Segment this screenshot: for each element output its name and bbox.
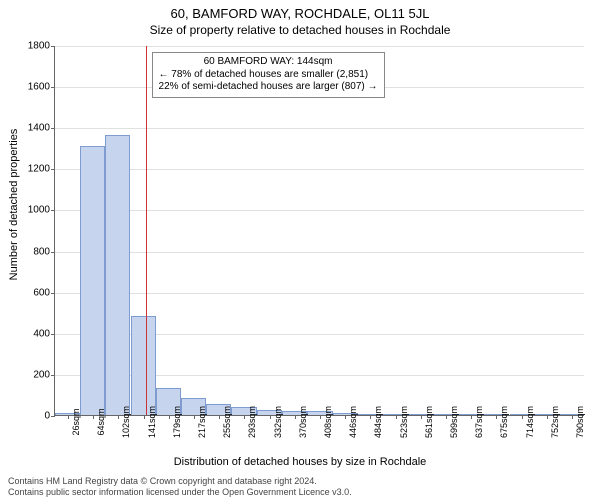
xtick-label: 561sqm [424,406,434,438]
xtick-mark [144,415,145,419]
marker-line [146,46,147,415]
xtick-mark [471,415,472,419]
xtick-mark [370,415,371,419]
xtick-label: 675sqm [499,406,509,438]
xtick-mark [270,415,271,419]
xtick-mark [295,415,296,419]
xtick-label: 408sqm [323,406,333,438]
page-title: 60, BAMFORD WAY, ROCHDALE, OL11 5JL [0,0,600,21]
ytick-mark [51,87,55,88]
footer-line-2: Contains public sector information licen… [8,487,352,498]
gridline [55,46,584,47]
xtick-label: 179sqm [172,406,182,438]
xtick-mark [320,415,321,419]
xtick-label: 332sqm [273,406,283,438]
xtick-mark [93,415,94,419]
histogram-chart: 02004006008001000120014001600180026sqm64… [54,46,584,416]
xtick-mark [169,415,170,419]
xtick-label: 752sqm [550,406,560,438]
ytick-mark [51,416,55,417]
xtick-mark [244,415,245,419]
ytick-label: 1000 [10,205,50,216]
ytick-label: 800 [10,246,50,257]
xtick-label: 599sqm [449,406,459,438]
gridline [55,252,584,253]
xtick-label: 637sqm [474,406,484,438]
xtick-mark [345,415,346,419]
xtick-mark [547,415,548,419]
xtick-mark [219,415,220,419]
gridline [55,210,584,211]
page-subtitle: Size of property relative to detached ho… [0,21,600,37]
ytick-mark [51,293,55,294]
ytick-mark [51,252,55,253]
footer-attribution: Contains HM Land Registry data © Crown c… [8,476,352,498]
ytick-label: 1400 [10,123,50,134]
xtick-label: 370sqm [298,406,308,438]
xtick-mark [118,415,119,419]
ytick-mark [51,46,55,47]
x-axis-label: Distribution of detached houses by size … [0,456,600,468]
histogram-bar [131,316,156,415]
xtick-mark [396,415,397,419]
xtick-mark [194,415,195,419]
xtick-label: 293sqm [247,406,257,438]
annotation-line: 60 BAMFORD WAY: 144sqm [159,56,378,69]
xtick-label: 102sqm [121,406,131,438]
annotation-line: 22% of semi-detached houses are larger (… [159,81,378,94]
xtick-label: 446sqm [348,406,358,438]
plot-area: 02004006008001000120014001600180026sqm64… [54,46,584,416]
xtick-mark [496,415,497,419]
xtick-label: 64sqm [96,408,106,435]
ytick-mark [51,128,55,129]
gridline [55,293,584,294]
histogram-bar [105,135,130,415]
xtick-mark [68,415,69,419]
ytick-label: 1200 [10,164,50,175]
ytick-label: 600 [10,287,50,298]
ytick-mark [51,210,55,211]
ytick-label: 0 [10,411,50,422]
gridline [55,128,584,129]
histogram-bar [80,146,105,415]
xtick-label: 255sqm [222,406,232,438]
ytick-label: 400 [10,328,50,339]
ytick-mark [51,334,55,335]
xtick-label: 26sqm [71,408,81,435]
xtick-label: 141sqm [147,406,157,438]
annotation-line: ← 78% of detached houses are smaller (2,… [159,69,378,82]
ytick-label: 1600 [10,82,50,93]
ytick-mark [51,169,55,170]
xtick-label: 217sqm [197,406,207,438]
gridline [55,169,584,170]
xtick-mark [446,415,447,419]
ytick-label: 1800 [10,41,50,52]
xtick-label: 790sqm [575,406,585,438]
xtick-label: 523sqm [399,406,409,438]
xtick-mark [572,415,573,419]
xtick-mark [421,415,422,419]
ytick-mark [51,375,55,376]
xtick-mark [522,415,523,419]
xtick-label: 714sqm [525,406,535,438]
footer-line-1: Contains HM Land Registry data © Crown c… [8,476,352,487]
xtick-label: 484sqm [373,406,383,438]
annotation-box: 60 BAMFORD WAY: 144sqm← 78% of detached … [152,52,385,98]
ytick-label: 200 [10,369,50,380]
